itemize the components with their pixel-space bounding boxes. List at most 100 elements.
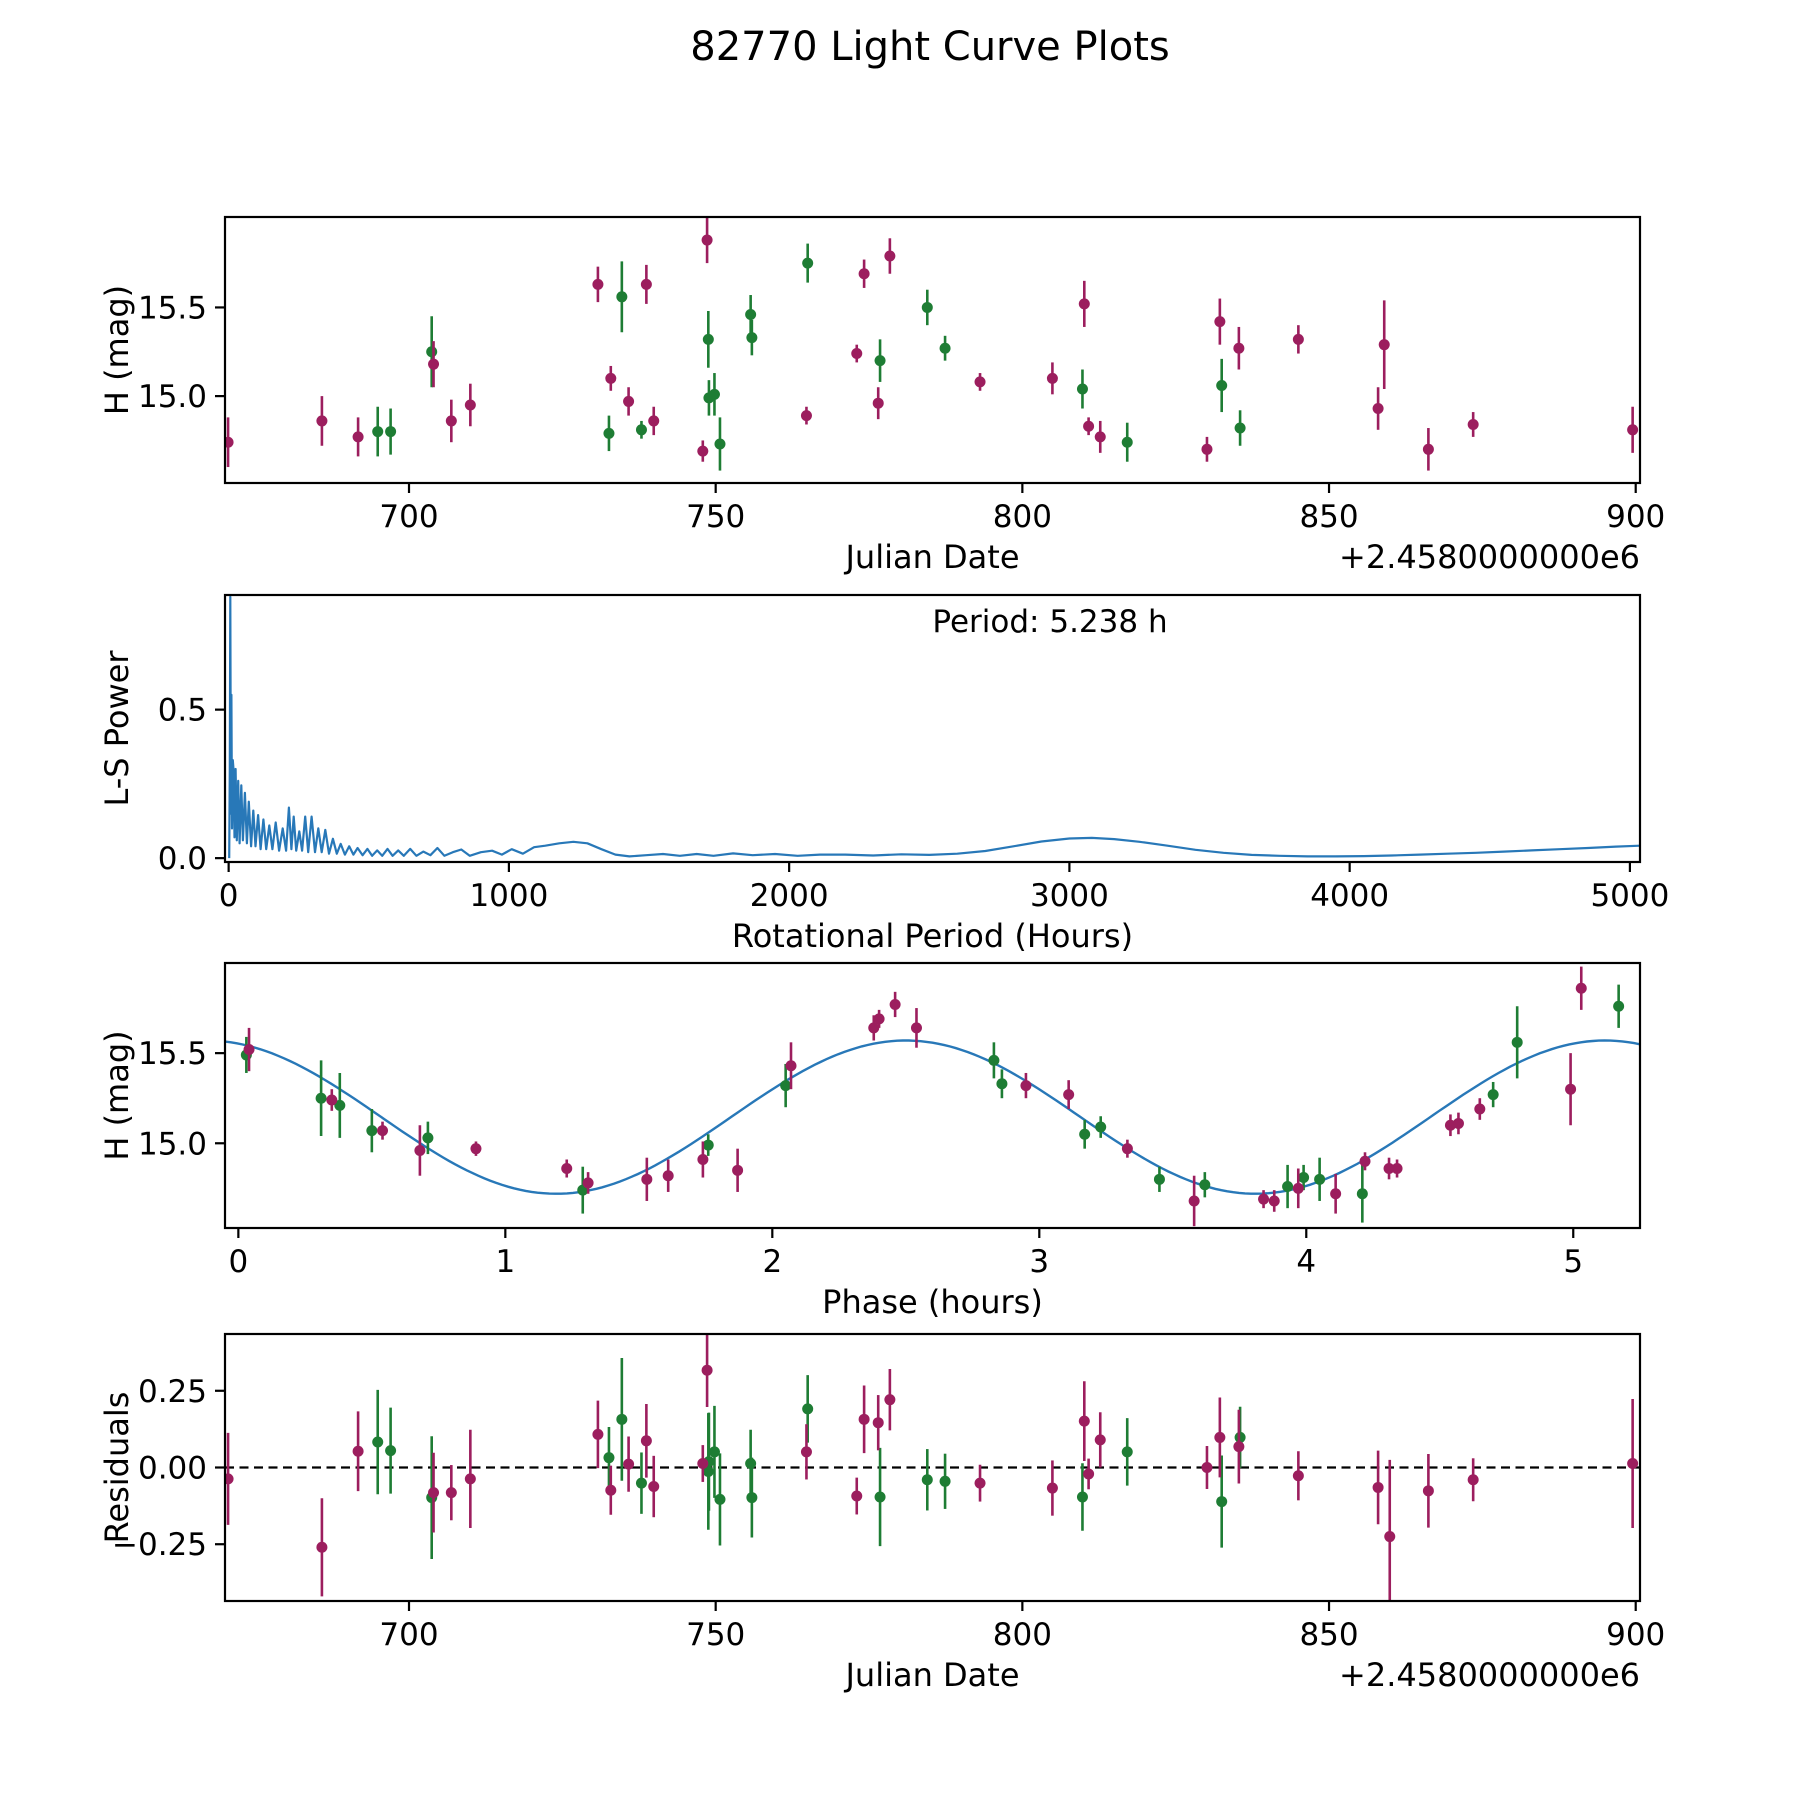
residuals-xtick-label: 900 [1606,1617,1665,1653]
data-point [1258,1193,1270,1205]
data-point [974,1477,986,1489]
data-point [1083,1468,1095,1480]
data-point [939,342,951,354]
data-point [1216,379,1228,391]
phase-curve-xtick-label: 3 [1029,1244,1049,1280]
panel-light-curve: 700 750 800 850 900 15.0 15.5 Julian Date +2.458… [98,215,1665,576]
phase-curve-series-phase-purple [243,966,1587,1227]
data-point [921,301,933,313]
data-point [366,1125,378,1137]
data-point [884,250,896,262]
periodogram-ylabel: L-S Power [98,650,136,807]
data-point [800,410,812,422]
data-point [702,1139,714,1151]
data-point [662,1170,674,1182]
data-point [1216,1496,1228,1508]
data-point [1356,1188,1368,1200]
residuals-ytick-label: −0.25 [112,1527,207,1563]
residuals-series-resid-purple [225,1334,1639,1601]
light-curve-xtick-label: 900 [1606,499,1665,535]
data-point [1467,418,1479,430]
data-point [746,1492,758,1504]
data-point [708,388,720,400]
light-curve-xtick-label: 750 [686,499,745,535]
data-point [428,1487,440,1499]
phase-curve-frame [223,961,1642,1230]
data-point [561,1163,573,1175]
data-point [988,1054,1000,1066]
data-point [1613,1000,1625,1012]
light-curve-offset-label: +2.4580000000e6 [1339,538,1640,576]
data-point [872,397,884,409]
data-point [1234,422,1246,434]
periodogram-xtick-label: 3000 [1030,878,1109,914]
data-point [1487,1089,1499,1101]
data-point [316,415,328,427]
phase-curve-fit-sinusoid-fit [225,1039,1640,1195]
data-point [1078,1415,1090,1427]
data-point [1575,982,1587,994]
data-point [582,1177,594,1189]
phase-curve-ytick-label: 15.0 [138,1126,207,1162]
data-point [1083,420,1095,432]
data-point [714,438,726,450]
data-point [858,268,870,280]
data-point [640,278,652,290]
phase-curve-xtick-label: 2 [762,1244,782,1280]
residuals-offset-label: +2.4580000000e6 [1339,1656,1640,1694]
data-point [868,1022,880,1034]
data-point [1422,1485,1434,1497]
data-point [648,1481,660,1493]
data-point [1372,1481,1384,1493]
light-curve-series-night-purple [225,217,1639,471]
residuals-xtick-label: 700 [379,1617,438,1653]
data-point [603,427,615,439]
data-point [1046,372,1058,384]
residuals-plot-area [225,1334,1640,1601]
data-point [414,1144,426,1156]
data-point [1121,1143,1133,1155]
data-point [851,348,863,360]
phase-curve-xtick-label: 5 [1563,1244,1583,1280]
data-point [1094,431,1106,443]
data-point [1046,1482,1058,1494]
phase-curve-xtick-label: 4 [1296,1244,1316,1280]
data-point [640,1435,652,1447]
data-point [1201,1462,1213,1473]
phase-curve-xlabel: Phase (hours) [822,1283,1043,1321]
residuals-frame [223,1332,1642,1603]
data-point [426,346,438,358]
data-point [605,372,617,384]
data-point [1282,1181,1294,1193]
data-point [635,1477,647,1489]
data-point [623,1458,635,1470]
light-curve-xtick-label: 800 [993,499,1052,535]
data-point [780,1080,792,1092]
data-point [315,1092,327,1104]
data-point [873,1013,885,1025]
data-point [635,424,647,436]
data-point [464,1473,476,1485]
data-point [1233,1441,1245,1453]
data-point [1063,1089,1075,1101]
light-curve-xtick-label: 850 [1299,499,1358,535]
data-point [1330,1188,1342,1200]
data-point [714,1493,726,1505]
data-point [874,355,886,367]
data-point [385,426,397,438]
data-point [1214,1431,1226,1443]
data-point [921,1474,933,1486]
data-point [1268,1195,1280,1207]
light-curve-ytick-label: 15.5 [138,290,207,326]
data-point [1188,1195,1200,1207]
data-point [910,1022,922,1034]
data-point [225,1473,234,1485]
data-point [851,1490,863,1502]
data-point [697,445,709,457]
light-curve-ylabel: H (mag) [98,285,136,415]
data-point [1094,1434,1106,1446]
data-point [225,436,234,448]
data-point [616,291,628,303]
data-point [746,332,758,344]
data-point [701,234,713,246]
